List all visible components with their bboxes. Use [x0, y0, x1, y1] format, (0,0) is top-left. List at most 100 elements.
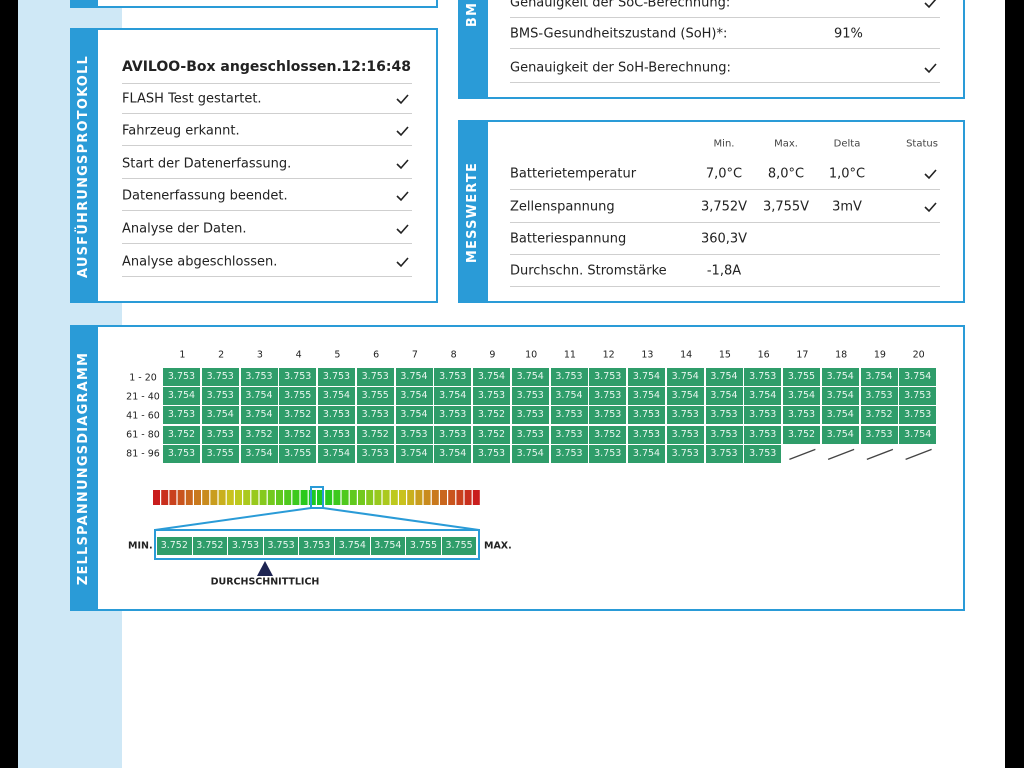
panel-title: BM: [464, 1, 480, 27]
voltage-cell: 3.753: [279, 368, 317, 386]
voltage-cell: 3.754: [744, 387, 782, 406]
voltage-cell: 3.754: [240, 406, 278, 425]
separator: [122, 83, 412, 84]
column-header: Status: [906, 138, 938, 150]
voltage-cell: 3.753: [550, 368, 588, 386]
zoom-cell: 3.752: [157, 537, 192, 555]
voltage-cell: 3.755: [279, 444, 317, 463]
voltage-cell: 3.754: [628, 368, 665, 386]
column-number: 13: [641, 349, 654, 361]
voltage-cell: 3.754: [821, 425, 859, 444]
max-label: MAX.: [484, 540, 512, 552]
voltage-cell: 3.753: [356, 368, 394, 386]
min-label: MIN.: [128, 540, 153, 552]
separator: [122, 210, 412, 211]
voltage-cell: 3.753: [628, 425, 665, 444]
column-number: 12: [602, 349, 615, 361]
column-number: 3: [256, 349, 263, 361]
log-row: FLASH Test gestartet.: [122, 91, 262, 107]
panel-side: [72, 30, 98, 301]
voltage-cell: 3.753: [899, 406, 937, 425]
voltage-cell: 3.755: [279, 387, 317, 406]
voltage-cell: 3.753: [860, 387, 898, 406]
voltage-cell: 3.753: [163, 444, 200, 463]
voltage-cell: 3.754: [163, 387, 200, 406]
voltage-cell: 3.753: [860, 425, 898, 444]
separator: [510, 254, 940, 255]
panel: [70, 0, 438, 8]
column-number: 18: [835, 349, 848, 361]
voltage-cell: 3.754: [821, 406, 859, 425]
separator: [510, 48, 940, 49]
average-label: DURCHSCHNITTLICH: [210, 576, 320, 588]
row-label: 21 - 40: [126, 391, 160, 403]
zoom-cell: 3.754: [370, 537, 406, 555]
zoom-cell: 3.753: [228, 537, 263, 555]
measurements-panel: [458, 120, 965, 303]
separator: [122, 113, 412, 114]
panel-side: [72, 0, 98, 6]
voltage-cell: 3.754: [511, 368, 549, 386]
voltage-cell: 3.754: [240, 444, 278, 463]
voltage-cell: 3.754: [860, 368, 898, 386]
voltage-cell: 3.753: [511, 387, 549, 406]
voltage-cell: 3.752: [589, 425, 627, 444]
voltage-cell: 3.754: [783, 387, 820, 406]
row-value: 8,0°C: [767, 166, 805, 182]
voltage-cell: 3.753: [318, 406, 355, 425]
voltage-cell: 3.754: [511, 444, 549, 463]
voltage-cell: 3.752: [163, 425, 200, 444]
row-value: 3,755V: [762, 199, 810, 215]
voltage-cell: 3.754: [240, 387, 278, 406]
row-value: 1,0°C: [828, 166, 866, 182]
zoom-cell: 3.753: [299, 537, 334, 555]
panel-side: [460, 122, 488, 301]
voltage-cell: 3.754: [550, 387, 588, 406]
execution-log-panel: [70, 28, 438, 303]
row-value: 91%: [834, 26, 863, 42]
voltage-cell: 3.754: [201, 406, 239, 425]
voltage-cell: 3.753: [473, 387, 510, 406]
row-value: 7,0°C: [705, 166, 743, 182]
voltage-cell: 3.753: [783, 406, 820, 425]
voltage-cell: 3.752: [783, 425, 820, 444]
voltage-cell: 3.754: [705, 387, 743, 406]
voltage-cell: 3.754: [473, 368, 510, 386]
voltage-cell: 3.753: [511, 406, 549, 425]
row-label: Batterietemperatur: [510, 166, 637, 182]
separator: [122, 243, 412, 244]
separator: [122, 178, 412, 179]
zoom-cell: 3.752: [192, 537, 228, 555]
voltage-cell: 3.752: [279, 406, 317, 425]
column-number: 7: [411, 349, 418, 361]
column-number: 4: [295, 349, 302, 361]
separator: [510, 189, 940, 190]
separator: [510, 82, 940, 83]
voltage-cell: 3.753: [589, 387, 627, 406]
voltage-cell: 3.753: [705, 425, 743, 444]
column-number: 8: [450, 349, 457, 361]
voltage-cell: 3.754: [434, 444, 472, 463]
separator: [122, 145, 412, 146]
log-row: Analyse der Daten.: [122, 221, 247, 237]
voltage-cell: 3.754: [899, 425, 937, 444]
column-header: Delta: [833, 138, 861, 150]
voltage-cell: 3.752: [240, 425, 278, 444]
panel-title: AUSFÜHRUNGSPROTOKOLL: [75, 54, 91, 278]
voltage-cell: 3.753: [201, 425, 239, 444]
zoom-cell: 3.753: [263, 537, 299, 555]
voltage-cell: 3.754: [434, 387, 472, 406]
column-number: 1: [179, 349, 186, 361]
voltage-cell: 3.754: [395, 387, 433, 406]
voltage-cell: 3.753: [434, 425, 472, 444]
row-value: -1,8A: [706, 263, 742, 279]
column-number: 19: [873, 349, 886, 361]
voltage-cell: 3.753: [356, 444, 394, 463]
voltage-cell: 3.753: [666, 425, 704, 444]
separator: [510, 17, 940, 18]
voltage-cell: 3.752: [473, 425, 510, 444]
separator: [122, 276, 412, 277]
voltage-cell: 3.753: [318, 368, 355, 386]
voltage-cell: 3.753: [356, 406, 394, 425]
voltage-cell: 3.753: [395, 425, 433, 444]
